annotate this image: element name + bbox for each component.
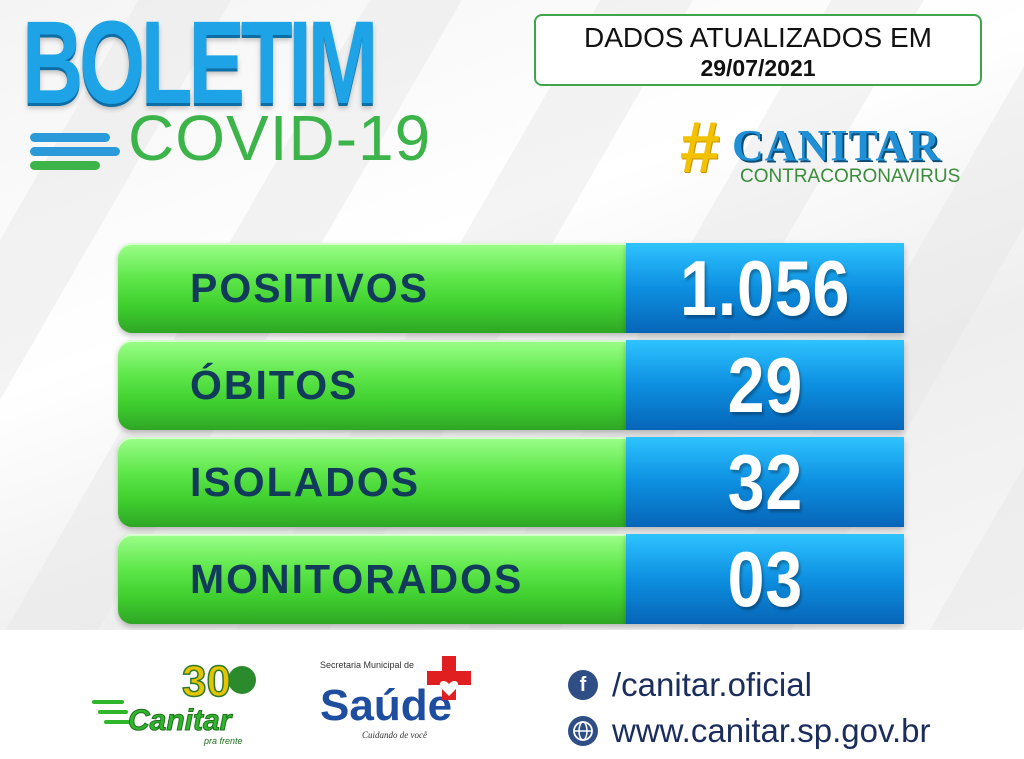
stat-row-monitorados: MONITORADOS 03 (118, 534, 904, 624)
stat-label-cell: ÓBITOS (118, 340, 626, 430)
stat-value: 1.056 (679, 243, 851, 332)
website-text: www.canitar.sp.gov.br (612, 712, 931, 749)
page-subtitle: COVID-19 (128, 102, 432, 174)
stat-row-isolados: ISOLADOS 32 (118, 437, 904, 527)
saude-logo: Secretaria Municipal de Saúde Cuidando d… (320, 656, 471, 740)
stat-value-cell: 29 (626, 340, 904, 430)
stat-value-cell: 03 (626, 534, 904, 624)
stat-value: 03 (727, 534, 803, 623)
facebook-link[interactable]: f /canitar.oficial (568, 666, 931, 704)
stat-row-obitos: ÓBITOS 29 (118, 340, 904, 430)
campaign-tagline: CONTRACORONAVIRUS (740, 166, 961, 187)
logo-slogan: pra frente (203, 736, 243, 746)
stat-value: 32 (727, 437, 803, 526)
page-title: BOLETIM (22, 0, 378, 129)
stat-label-cell: POSITIVOS (118, 243, 626, 333)
title-decoration (30, 133, 120, 175)
hashtag-symbol: # (680, 108, 721, 188)
facebook-text: /canitar.oficial (612, 666, 812, 703)
stat-row-positivos: POSITIVOS 1.056 (118, 243, 904, 333)
saude-name: Saúde (320, 681, 452, 730)
facebook-icon: f (568, 670, 598, 700)
stat-label: ÓBITOS (190, 361, 359, 408)
saude-slogan: Cuidando de você (362, 730, 427, 740)
social-links: f /canitar.oficial www.canitar.sp.gov.br (568, 666, 931, 758)
campaign-name: CANITAR (732, 121, 942, 170)
stat-value: 29 (727, 340, 803, 429)
stat-label: MONITORADOS (190, 555, 524, 602)
website-link[interactable]: www.canitar.sp.gov.br (568, 712, 931, 750)
stat-value-cell: 1.056 (626, 243, 904, 333)
update-date-label: DADOS ATUALIZADOS EM (584, 22, 932, 53)
saude-top-text: Secretaria Municipal de (320, 660, 414, 670)
canitar-30-years-logo: 30 Canitar pra frente (92, 656, 256, 746)
red-cross-icon (427, 656, 471, 700)
stat-label-cell: MONITORADOS (118, 534, 626, 624)
update-date-value: 29/07/2021 (700, 55, 816, 81)
footer: 30 Canitar pra frente Secretaria Municip… (0, 630, 1024, 759)
stat-label: ISOLADOS (190, 458, 421, 505)
stats-table: POSITIVOS 1.056 ÓBITOS 29 ISOLADOS 32 MO… (118, 243, 904, 631)
globe-icon (568, 716, 598, 746)
logo-name: Canitar (128, 704, 234, 737)
stat-label-cell: ISOLADOS (118, 437, 626, 527)
update-date-box: DADOS ATUALIZADOS EM 29/07/2021 (534, 14, 982, 86)
stat-label: POSITIVOS (190, 264, 429, 311)
stat-value-cell: 32 (626, 437, 904, 527)
logo-number: 30 (182, 657, 231, 706)
